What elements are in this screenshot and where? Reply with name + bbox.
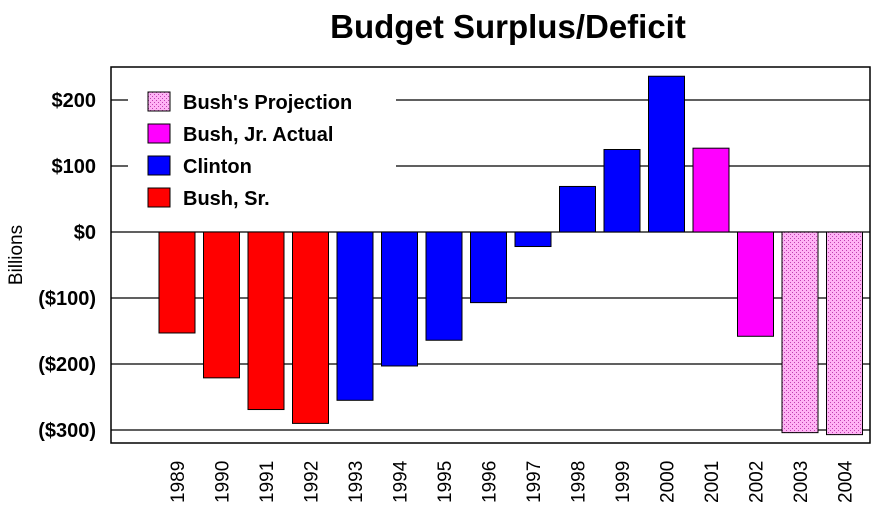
legend-background [128, 80, 396, 220]
y-tick-label: $200 [52, 90, 97, 112]
legend-label: Bush, Jr. Actual [183, 124, 333, 146]
x-tick-label-1994: 1994 [391, 460, 412, 503]
legend-label: Bush's Projection [183, 92, 352, 114]
bar-1989 [158, 231, 196, 334]
legend-label: Clinton [183, 156, 252, 178]
bar-2001 [692, 147, 730, 233]
legend-swatch [147, 155, 171, 176]
bar-1994 [381, 231, 418, 367]
x-tick-label-2002: 2002 [747, 461, 768, 503]
x-tick-label-1999: 1999 [613, 461, 634, 503]
x-tick-label-1995: 1995 [435, 461, 456, 503]
y-tick-label: $100 [52, 156, 97, 178]
y-tick-label: $0 [74, 222, 96, 244]
x-tick-label-1993: 1993 [346, 461, 367, 503]
x-tick-label-1998: 1998 [569, 461, 590, 503]
y-tick-labels: $200 $100 $0 ($100) ($200) ($300) [38, 90, 96, 442]
bar-1995 [425, 231, 463, 341]
x-tick-label-2003: 2003 [791, 461, 812, 503]
bar-1993 [336, 231, 374, 401]
x-tick-label-2000: 2000 [658, 461, 679, 503]
plot-frame [110, 66, 871, 444]
bar-1997 [514, 231, 552, 248]
bar-1999 [603, 149, 641, 233]
bar-2002 [737, 231, 774, 337]
x-tick-label-2001: 2001 [702, 461, 723, 503]
x-tick-label-2004: 2004 [836, 460, 857, 503]
bar-1998 [559, 185, 596, 233]
chart-title: Budget Surplus/Deficit [330, 8, 686, 45]
x-tick-label-1990: 1990 [213, 461, 234, 503]
y-tick-label: ($200) [38, 354, 96, 376]
x-tick-label-1989: 1989 [168, 461, 189, 503]
x-tick-label-1997: 1997 [524, 461, 545, 503]
y-tick-label: ($300) [38, 420, 96, 442]
bar-1990 [203, 231, 240, 379]
y-tick-label: ($100) [38, 288, 96, 310]
x-tick-label-1992: 1992 [302, 461, 323, 503]
x-tick-label-1991: 1991 [257, 461, 278, 503]
bar-2000 [648, 75, 685, 233]
bar-1991 [247, 231, 285, 411]
bar-2004 [826, 231, 863, 436]
bar-2003 [781, 231, 819, 434]
bar-1996 [470, 231, 507, 304]
bars [158, 75, 863, 436]
legend-swatch [147, 123, 171, 144]
bar-1992 [292, 231, 329, 424]
legend-label: Bush, Sr. [183, 188, 270, 210]
y-axis-label: Billions [6, 225, 27, 285]
legend-swatch [147, 91, 171, 112]
x-tick-labels: 1989 1990 1991 1992 1993 1994 1995 1996 1997 1998… [168, 460, 857, 503]
legend: Bush's Projection Bush, Jr. Actual Clinton… [128, 80, 396, 220]
legend-swatch [147, 187, 171, 208]
x-tick-label-1996: 1996 [480, 461, 501, 503]
